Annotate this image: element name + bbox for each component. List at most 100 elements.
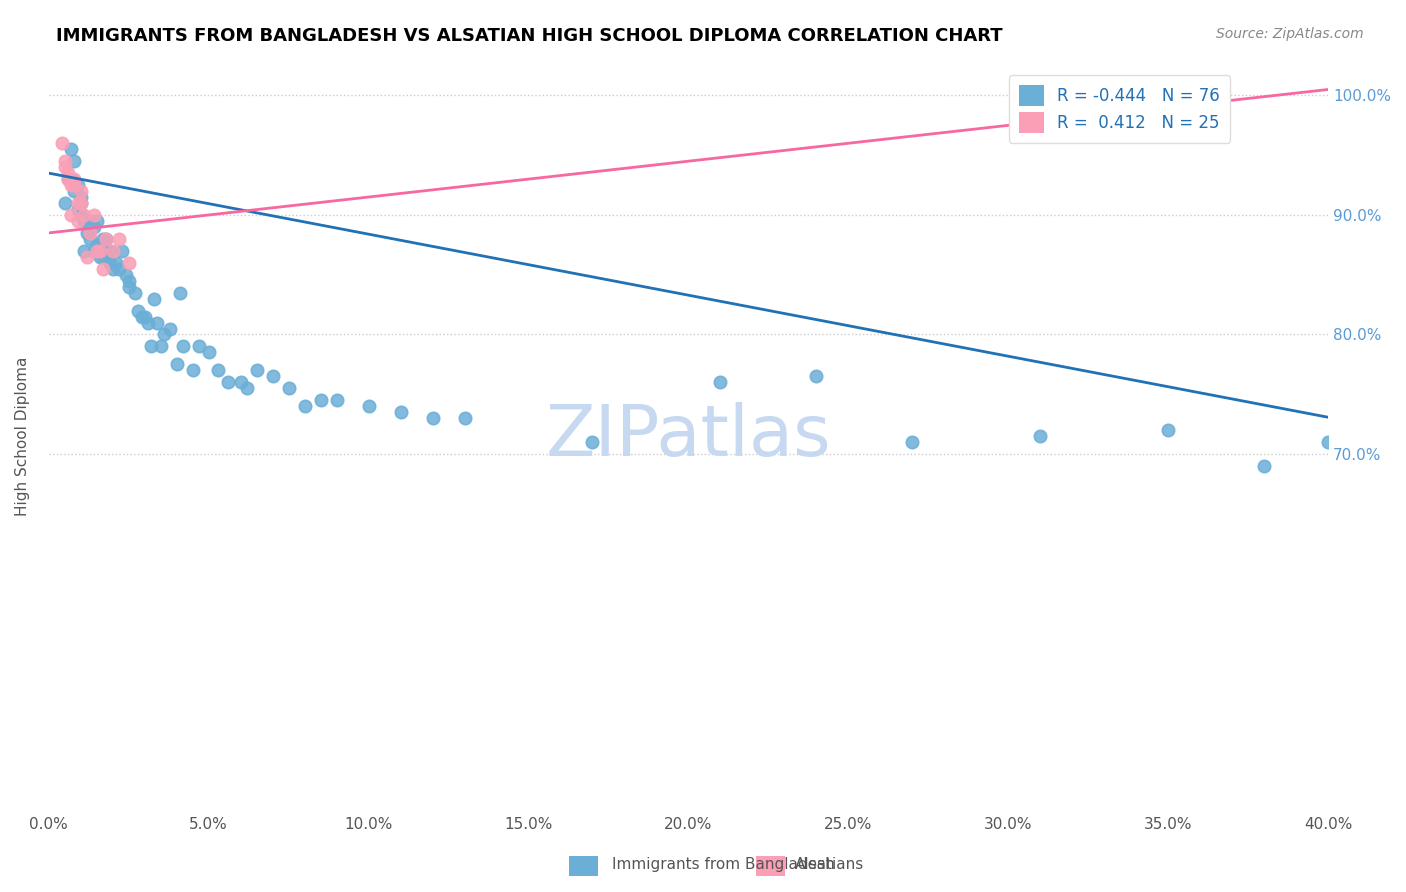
Point	[69, 196, 91, 211]
Point	[56, 172, 79, 186]
Point	[69, 190, 91, 204]
Point	[60, 142, 83, 156]
Point	[91, 232, 114, 246]
Text: ZIPatlas: ZIPatlas	[546, 401, 831, 471]
Point	[108, 232, 131, 246]
Point	[389, 405, 412, 419]
Point	[422, 411, 444, 425]
Point	[73, 244, 96, 258]
Point	[96, 232, 118, 246]
Point	[86, 214, 108, 228]
Point	[146, 316, 169, 330]
Point	[309, 393, 332, 408]
Point	[53, 196, 76, 211]
Point	[69, 208, 91, 222]
Point	[139, 339, 162, 353]
Point	[114, 268, 136, 282]
Point	[51, 136, 73, 151]
Point	[56, 172, 79, 186]
Point	[83, 208, 105, 222]
Point	[66, 178, 89, 192]
Point	[217, 376, 239, 390]
Point	[69, 184, 91, 198]
Point	[118, 256, 141, 270]
Point	[901, 435, 924, 450]
Point	[66, 202, 89, 216]
Point	[104, 256, 127, 270]
Point	[89, 244, 111, 258]
Point	[229, 376, 252, 390]
Point	[124, 285, 146, 300]
Point	[143, 292, 166, 306]
Point	[79, 214, 101, 228]
Point	[127, 303, 149, 318]
Point	[63, 172, 86, 186]
Point	[63, 178, 86, 192]
Point	[73, 208, 96, 222]
Point	[172, 339, 194, 353]
Point	[60, 208, 83, 222]
Point	[76, 250, 98, 264]
Point	[1029, 429, 1052, 443]
Point	[83, 219, 105, 234]
Point	[96, 250, 118, 264]
Point	[581, 435, 603, 450]
Bar	[569, 856, 598, 876]
Point	[1092, 82, 1115, 96]
Y-axis label: High School Diploma: High School Diploma	[15, 357, 30, 516]
Text: Source: ZipAtlas.com: Source: ZipAtlas.com	[1216, 27, 1364, 41]
Point	[169, 285, 191, 300]
Point	[181, 363, 204, 377]
Point	[96, 232, 118, 246]
Point	[56, 166, 79, 180]
Point	[83, 244, 105, 258]
Point	[63, 154, 86, 169]
Point	[131, 310, 153, 324]
Point	[357, 399, 380, 413]
Point	[86, 244, 108, 258]
Point	[73, 214, 96, 228]
Point	[207, 363, 229, 377]
Point	[79, 232, 101, 246]
Point	[60, 178, 83, 192]
Point	[236, 381, 259, 395]
Point	[262, 369, 284, 384]
Point	[91, 250, 114, 264]
Point	[60, 172, 83, 186]
Point	[134, 310, 156, 324]
Point	[69, 196, 91, 211]
Point	[91, 261, 114, 276]
Point	[118, 274, 141, 288]
Point	[98, 244, 121, 258]
Point	[246, 363, 269, 377]
Point	[153, 327, 176, 342]
Point	[101, 244, 124, 258]
Point	[197, 345, 219, 359]
Point	[66, 214, 89, 228]
Point	[63, 184, 86, 198]
Bar	[756, 856, 785, 876]
Point	[709, 376, 731, 390]
Point	[86, 237, 108, 252]
Point	[118, 279, 141, 293]
Point	[159, 321, 181, 335]
Legend: R = -0.444   N = 76, R =  0.412   N = 25: R = -0.444 N = 76, R = 0.412 N = 25	[1010, 76, 1230, 143]
Text: IMMIGRANTS FROM BANGLADESH VS ALSATIAN HIGH SCHOOL DIPLOMA CORRELATION CHART: IMMIGRANTS FROM BANGLADESH VS ALSATIAN H…	[56, 27, 1002, 45]
Point	[98, 256, 121, 270]
Point	[806, 369, 828, 384]
Point	[453, 411, 475, 425]
Point	[111, 244, 134, 258]
Point	[66, 196, 89, 211]
Point	[108, 261, 131, 276]
Point	[149, 339, 172, 353]
Point	[53, 160, 76, 174]
Point	[79, 226, 101, 240]
Point	[277, 381, 299, 395]
Text: Alsatians: Alsatians	[794, 857, 863, 872]
Point	[166, 357, 188, 371]
Point	[101, 261, 124, 276]
Point	[1157, 423, 1180, 437]
Point	[188, 339, 211, 353]
Point	[76, 214, 98, 228]
Point	[136, 316, 159, 330]
